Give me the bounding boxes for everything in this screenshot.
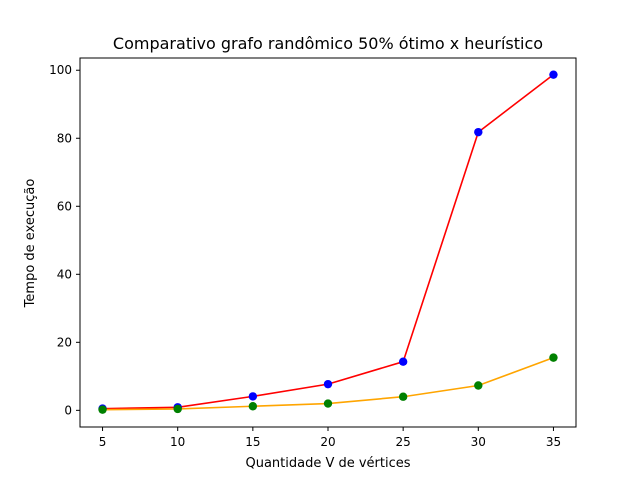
- x-tick-label: 15: [245, 435, 260, 449]
- x-tick-label: 10: [170, 435, 185, 449]
- tick-layer: 5 10 15 20 25 30 35 0 20 40 60 80 100: [49, 63, 561, 449]
- series-2-point: [398, 392, 408, 401]
- series-2-point: [98, 405, 107, 414]
- plot-frame: [79, 57, 577, 428]
- plot-layer: [98, 70, 558, 414]
- series-1-line: [102, 74, 554, 410]
- series-2-point: [323, 399, 333, 408]
- x-tick-label: 25: [396, 435, 411, 449]
- series-1-point: [248, 392, 258, 401]
- series-2-point: [248, 402, 258, 411]
- x-tick-label: 5: [99, 435, 107, 449]
- x-tick-label: 30: [471, 435, 486, 449]
- x-tick-label: 20: [320, 435, 335, 449]
- y-tick-label: 100: [49, 63, 72, 77]
- y-tick-label: 60: [57, 199, 72, 213]
- chart-title: Comparativo grafo randômico 50% ótimo x …: [113, 34, 543, 53]
- y-tick-label: 80: [57, 131, 72, 145]
- series-2-point: [474, 381, 483, 390]
- y-tick-label: 20: [57, 335, 72, 349]
- series-1-point: [549, 70, 558, 79]
- series-1-point: [474, 127, 483, 137]
- y-tick-label: 40: [57, 267, 72, 281]
- series-2-point: [549, 353, 558, 362]
- series-1-point: [323, 379, 333, 389]
- series-1-point: [398, 357, 408, 366]
- y-tick-label: 0: [64, 403, 72, 417]
- x-tick-label: 35: [546, 435, 561, 449]
- series-2-point: [173, 404, 182, 414]
- y-axis-label: Tempo de execução: [23, 179, 38, 309]
- x-axis-label: Quantidade V de vértices: [245, 456, 410, 471]
